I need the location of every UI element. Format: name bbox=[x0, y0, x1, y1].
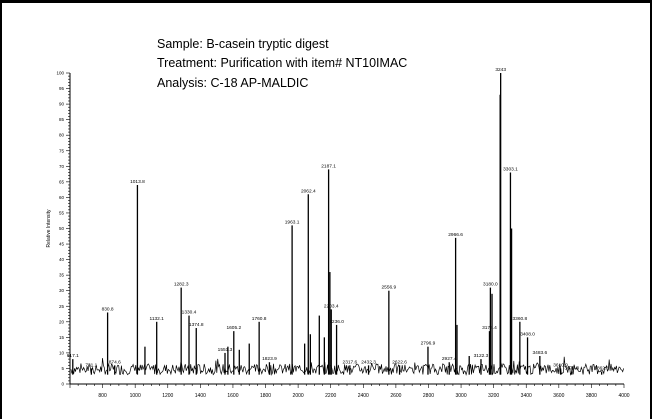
peak-label: 2622.6 bbox=[392, 359, 407, 365]
frame-left-border bbox=[0, 0, 2, 419]
y-axis-label: Relative Intensity bbox=[46, 209, 52, 248]
frame-top-border bbox=[0, 0, 652, 3]
y-ticks: 0 5 10 15 20 25 30 35 40 45 50 55 60 65 70 75 80 85 90 95 10… bbox=[56, 71, 70, 387]
peak-label: 3408.0 bbox=[520, 331, 535, 337]
peak-label: 1551.3 bbox=[218, 347, 233, 353]
x-tick-label: 800 bbox=[98, 393, 107, 399]
x-tick-label: 3800 bbox=[586, 393, 597, 399]
x-tick-label: 3000 bbox=[455, 393, 466, 399]
y-tick-label: 50 bbox=[59, 226, 65, 231]
y-tick-label: 55 bbox=[59, 210, 65, 215]
peak-label: 3303.1 bbox=[503, 167, 518, 173]
x-tick-label: 3600 bbox=[553, 393, 564, 399]
x-tick-label: 1800 bbox=[260, 393, 271, 399]
x-tick-label: 1200 bbox=[162, 393, 173, 399]
y-tick-label: 20 bbox=[59, 319, 65, 324]
x-tick-label: 1000 bbox=[130, 393, 141, 399]
peak-label: 2062.4 bbox=[301, 188, 316, 194]
peak-label: 3243 bbox=[495, 67, 506, 73]
y-tick-label: 60 bbox=[59, 195, 65, 200]
peak-label: 2187.1 bbox=[321, 163, 336, 169]
peak-label: 2317.6 bbox=[343, 359, 358, 365]
x-tick-label: 3400 bbox=[521, 393, 532, 399]
peak-label: 2927.4 bbox=[442, 356, 457, 362]
y-tick-label: 85 bbox=[59, 117, 65, 122]
peak-label: 2236.0 bbox=[329, 319, 344, 325]
peak-label: 3862.8 bbox=[594, 366, 609, 372]
y-tick-label: 90 bbox=[59, 102, 65, 107]
peak-label: 1605.2 bbox=[226, 325, 241, 331]
noise-trace bbox=[70, 356, 624, 376]
peaks bbox=[72, 73, 603, 375]
peak-label: 1760.8 bbox=[252, 316, 267, 322]
peak-label: 1132.1 bbox=[150, 316, 165, 322]
peak-label: 874.6 bbox=[109, 359, 121, 365]
peak-label: 830.8 bbox=[102, 306, 114, 312]
peak-label: 3679.3 bbox=[564, 366, 579, 372]
y-tick-label: 30 bbox=[59, 288, 65, 293]
x-tick-label: 1600 bbox=[227, 393, 238, 399]
peak-label: 1374.8 bbox=[189, 322, 204, 328]
peak-label: 3360.8 bbox=[513, 316, 528, 322]
x-tick-label: 2200 bbox=[325, 393, 336, 399]
y-tick-label: 5 bbox=[61, 366, 64, 371]
y-tick-label: 100 bbox=[56, 71, 64, 76]
x-tick-label: 2800 bbox=[423, 393, 434, 399]
y-tick-label: 35 bbox=[59, 273, 65, 278]
peak-label: 2432.3 bbox=[361, 359, 376, 365]
y-tick-label: 95 bbox=[59, 86, 65, 91]
y-tick-label: 40 bbox=[59, 257, 65, 262]
y-tick-label: 80 bbox=[59, 133, 65, 138]
treatment-text: Treatment: Purification with item# NT10I… bbox=[157, 56, 408, 70]
peak-label: 3610.9 bbox=[553, 362, 568, 368]
baseline-noise bbox=[70, 356, 624, 376]
sample-text: Sample: B-casein tryptic digest bbox=[157, 37, 329, 51]
peak-label: 1282.3 bbox=[174, 282, 189, 288]
y-tick-label: 65 bbox=[59, 179, 65, 184]
y-tick-label: 75 bbox=[59, 148, 65, 153]
x-tick-label: 2400 bbox=[358, 393, 369, 399]
y-tick-label: 0 bbox=[61, 382, 64, 387]
peak-label: 617.1 bbox=[67, 353, 79, 359]
peak-label: 2556.9 bbox=[382, 285, 397, 291]
frame-right-border bbox=[650, 0, 652, 419]
peak-labels: 617.1 731.1 830.8 874.6 1013.8 1132.1 1282.3 13… bbox=[67, 67, 610, 372]
peak-label: 3483.6 bbox=[533, 350, 548, 356]
peak-label: 3180.0 bbox=[483, 282, 498, 288]
peak-label: 3122.3 bbox=[474, 353, 489, 359]
x-tick-label: 2000 bbox=[293, 393, 304, 399]
peak-label: 1823.9 bbox=[262, 356, 277, 362]
y-tick-label: 45 bbox=[59, 242, 65, 247]
axes bbox=[69, 73, 624, 385]
peak-label: 3174.4 bbox=[482, 325, 497, 331]
y-tick-label: 25 bbox=[59, 304, 65, 309]
peak-label: 2203.4 bbox=[324, 303, 339, 309]
x-tick-label: 3200 bbox=[488, 393, 499, 399]
analysis-text: Analysis: C-18 AP-MALDIC bbox=[157, 76, 309, 90]
peak-label: 2966.6 bbox=[448, 232, 463, 238]
peak-label: 2796.9 bbox=[421, 341, 436, 347]
peak-label: 1013.8 bbox=[130, 179, 145, 185]
peak-label: 1330.4 bbox=[182, 310, 197, 316]
peak-label: 731.1 bbox=[85, 362, 97, 368]
x-tick-label: 1400 bbox=[195, 393, 206, 399]
x-tick-label: 2600 bbox=[390, 393, 401, 399]
peak-label: 1963.1 bbox=[285, 219, 300, 225]
y-tick-label: 70 bbox=[59, 164, 65, 169]
y-tick-label: 10 bbox=[59, 350, 65, 355]
y-tick-label: 15 bbox=[59, 335, 65, 340]
x-tick-label: 4000 bbox=[618, 393, 629, 399]
x-ticks: 800 1000 1200 1400 1600 1800 2000 2200 2400 2600 2… bbox=[69, 384, 630, 399]
